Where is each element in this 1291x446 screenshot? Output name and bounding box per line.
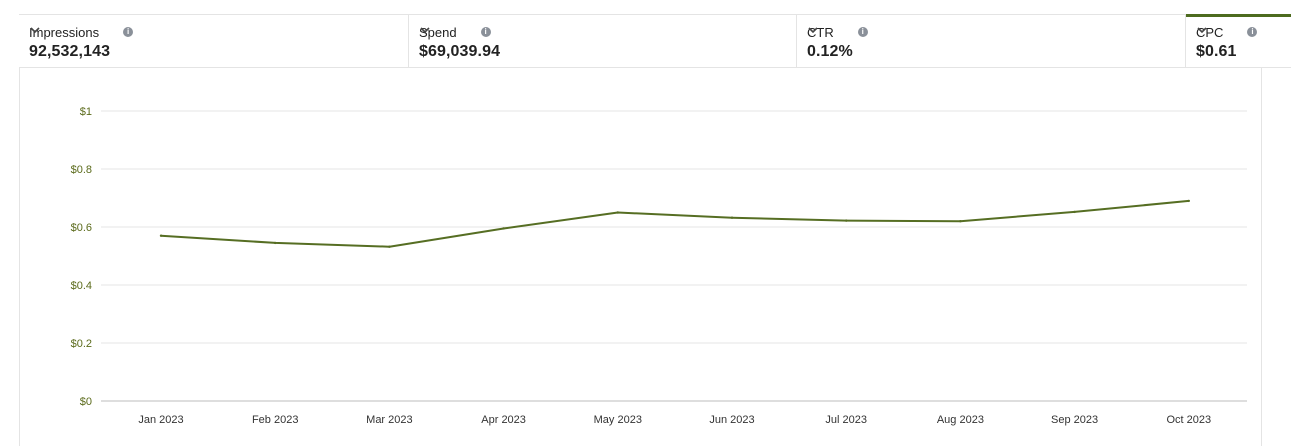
x-tick-label: Sep 2023: [1051, 414, 1098, 426]
x-tick-label: Feb 2023: [252, 414, 298, 426]
metric-label: CPC: [1196, 24, 1224, 40]
metric-tab-spend[interactable]: Spend i $69,039.94: [408, 15, 796, 68]
x-tick-label: Mar 2023: [366, 414, 412, 426]
x-tick-label: Apr 2023: [481, 414, 526, 426]
metric-value: $69,039.94: [419, 43, 501, 60]
info-icon[interactable]: i: [857, 27, 868, 37]
x-tick-label: May 2023: [594, 414, 642, 426]
y-tick-label: $0.8: [71, 164, 92, 176]
data-point: [388, 245, 391, 248]
info-icon[interactable]: i: [123, 27, 134, 37]
metric-tab-impressions[interactable]: Impressions i 92,532,143: [19, 15, 408, 68]
x-tick-label: Jun 2023: [709, 414, 754, 426]
data-point: [959, 220, 962, 223]
x-tick-label: Aug 2023: [937, 414, 984, 426]
chevron-down-icon[interactable]: [420, 26, 475, 38]
data-point: [159, 234, 163, 237]
y-tick-label: $0.6: [71, 222, 92, 234]
data-point: [730, 216, 734, 219]
metric-value: 92,532,143: [29, 43, 111, 60]
data-point: [502, 227, 505, 230]
y-tick-label: $0: [80, 396, 92, 408]
y-tick-label: $0.4: [71, 280, 92, 292]
info-icon[interactable]: i: [480, 27, 491, 37]
chevron-down-icon[interactable]: [30, 26, 117, 38]
series-line: [160, 199, 1189, 248]
data-point: [845, 219, 848, 222]
metric-tabs: Impressions i 92,532,143 Spend i $69,039…: [19, 14, 1291, 68]
x-tick-label: Jul 2023: [825, 414, 867, 426]
data-point: [616, 211, 619, 214]
data-point: [274, 241, 277, 245]
metric-value: $0.61: [1196, 43, 1237, 60]
chevron-down-icon[interactable]: [1197, 26, 1241, 38]
metric-value: 0.12%: [807, 43, 853, 60]
x-tick-label: Jan 2023: [138, 414, 183, 426]
metric-label: CTR: [807, 24, 834, 40]
data-point: [1073, 210, 1076, 214]
chart-panel: [19, 68, 1262, 446]
info-icon[interactable]: i: [1247, 27, 1258, 37]
chevron-down-icon[interactable]: [808, 26, 852, 38]
data-point: [1187, 199, 1191, 203]
selected-indicator: [1186, 14, 1291, 17]
y-tick-label: $1: [80, 106, 92, 118]
metric-tab-cpc[interactable]: CPC i $0.61: [1185, 14, 1291, 68]
metric-tab-ctr[interactable]: CTR i 0.12%: [796, 15, 1185, 68]
y-tick-label: $0.2: [71, 338, 92, 350]
x-tick-label: Oct 2023: [1166, 414, 1211, 426]
metric-label: Impressions: [29, 24, 100, 40]
